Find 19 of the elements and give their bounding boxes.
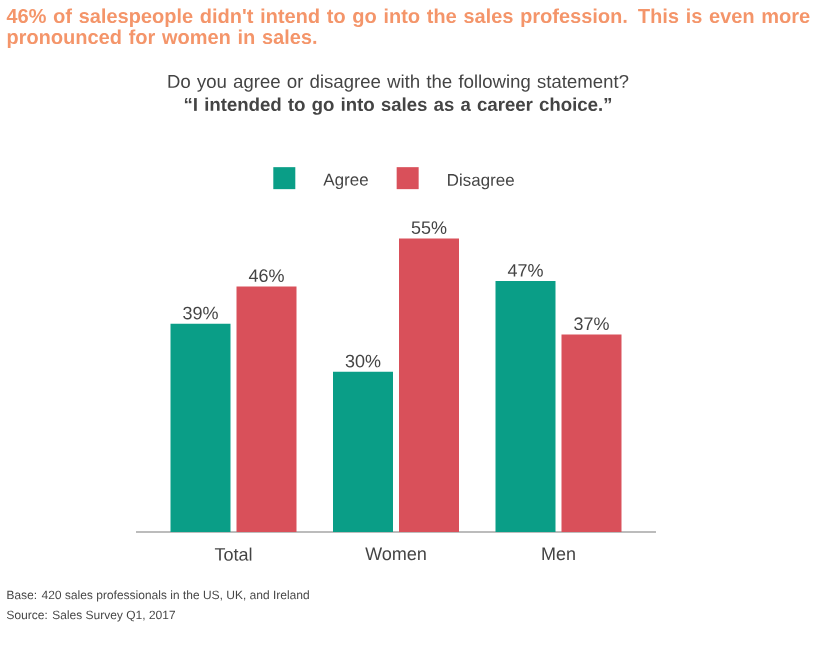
chart-title: 46% of salespeople didn't intend to go into the sales profession. This is even more pronounced for women in sales.	[6, 8, 810, 49]
bar	[561, 334, 622, 532]
data-label: 55%	[411, 221, 447, 235]
data-label: 37%	[574, 317, 609, 331]
x-tick-label: Men	[542, 547, 575, 561]
bar	[236, 286, 297, 532]
bar	[495, 281, 556, 532]
x-tick-label: Women	[365, 547, 426, 561]
data-label: 46%	[248, 269, 284, 283]
data-label: 47%	[507, 264, 543, 277]
data-label: 39%	[183, 306, 218, 320]
legend-label: Agree	[323, 173, 368, 190]
bar	[170, 323, 231, 532]
legend-label: Disagree	[448, 173, 514, 190]
bar	[399, 238, 459, 532]
data-label: 30%	[345, 354, 381, 368]
bar	[333, 371, 393, 532]
x-tick-label: Total	[214, 547, 252, 561]
chart-subtitle: Do you agree or disagree with the following statement? “I intended to go into sales as a career choice.”	[168, 74, 629, 115]
